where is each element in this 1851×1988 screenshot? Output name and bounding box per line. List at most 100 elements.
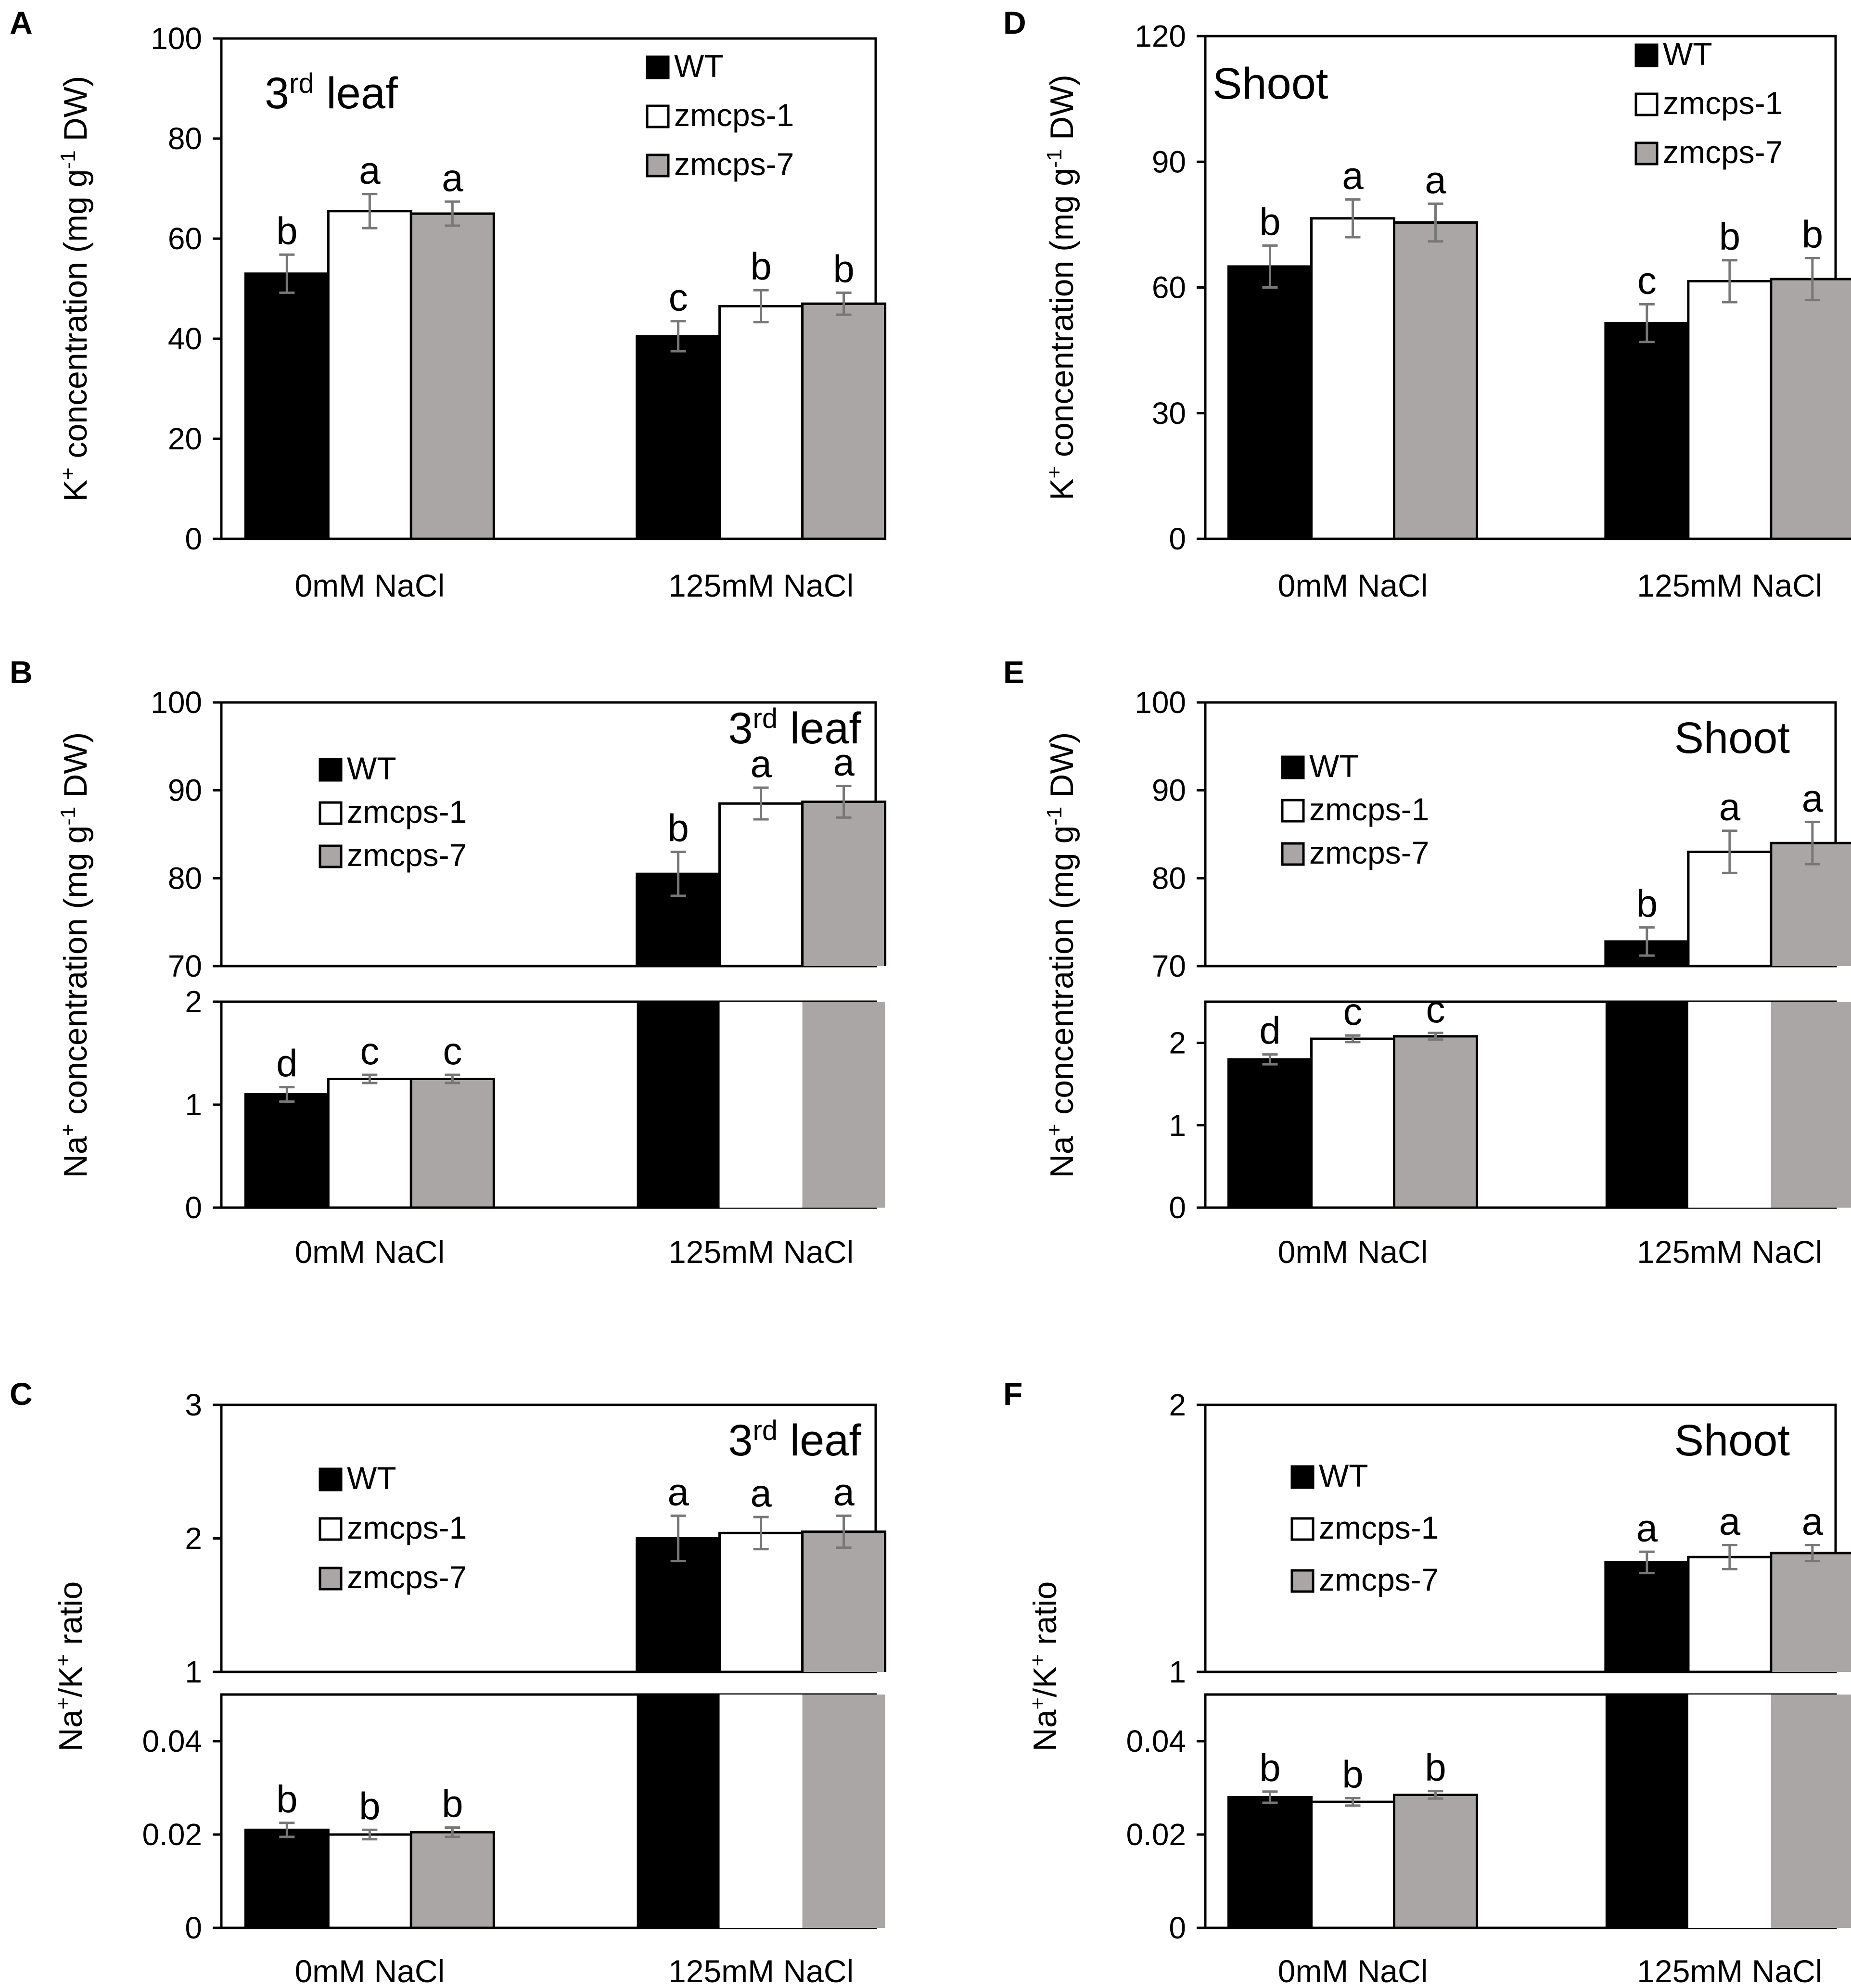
y-axis-label: K+ concentration (mg g-1 DW) <box>1043 75 1081 500</box>
y-tick-label: 60 <box>168 221 202 256</box>
y-tick-label: 20 <box>168 421 202 456</box>
panel-title: Shoot <box>1674 714 1790 763</box>
y-axis-label-part: ratio <box>52 1581 89 1654</box>
panel-title-text: Shoot <box>1213 59 1328 108</box>
panel-title-text: Shoot <box>1674 714 1790 763</box>
bar <box>636 335 721 540</box>
y-tick-label: 70 <box>168 949 202 983</box>
legend-swatch <box>1634 141 1659 166</box>
significance-letter: c <box>1426 988 1445 1031</box>
bar-lower-segment <box>1688 1695 1771 1928</box>
panel-title-text: 3 <box>728 1416 753 1465</box>
bar <box>1392 221 1478 540</box>
y-axis-label-part: concentration (mg g <box>57 826 94 1124</box>
y-axis-label-part: K <box>57 480 94 501</box>
y-tick-label: 80 <box>168 861 202 895</box>
y-tick-label: 0.02 <box>142 1817 202 1852</box>
panel-label: A <box>10 5 33 40</box>
category-label: 0mM NaCl <box>294 568 445 603</box>
y-tick-label: 2 <box>1169 1388 1186 1422</box>
panel-a: A 0 20 40 60 80 100 K+ concentration (mg g-1 DW… <box>10 5 887 603</box>
significance-letter: b <box>1802 213 1824 256</box>
legend-label: WT <box>1309 748 1359 784</box>
y-axis-label-sup: + <box>1026 1654 1049 1667</box>
y-tick-label: 90 <box>168 773 202 808</box>
significance-letter: a <box>750 742 772 785</box>
plot-frame-upper <box>1204 701 1837 968</box>
bar-upper-segment <box>802 802 885 966</box>
y-tick-label: 30 <box>1152 396 1186 431</box>
bar <box>718 305 804 540</box>
significance-letter: a <box>1342 154 1364 197</box>
y-axis-label: Na+ concentration (mg g-1 DW) <box>1043 732 1081 1178</box>
y-tick-label: 80 <box>1152 861 1186 895</box>
legend-label: zmcps-1 <box>1319 1510 1439 1545</box>
significance-letter: a <box>1425 158 1446 201</box>
legend-swatch <box>1281 755 1305 779</box>
y-tick-label: 100 <box>151 685 202 720</box>
legend-swatch <box>319 1517 343 1541</box>
y-axis-label-sup: + <box>51 1697 75 1710</box>
y-tick-label: 0.04 <box>1126 1724 1186 1759</box>
bar-upper-segment <box>1687 1555 1773 1673</box>
legend-label: zmcps-7 <box>1309 835 1429 870</box>
y-axis-label-sup: + <box>1026 1697 1049 1710</box>
legend-label: WT <box>347 1460 396 1496</box>
y-tick-label: 80 <box>168 121 202 156</box>
y-axis-label-part: ratio <box>1027 1581 1063 1654</box>
bar-lower-segment <box>1605 1695 1688 1928</box>
significance-letter: c <box>443 1030 462 1072</box>
significance-letter: c <box>1343 990 1362 1033</box>
bar <box>1392 1794 1478 1929</box>
panel-title-rest: leaf <box>778 704 861 753</box>
y-axis-label-part: Na <box>57 1136 94 1178</box>
panel-title: 3rd leaf <box>265 68 398 118</box>
significance-letter: d <box>1259 1009 1281 1052</box>
significance-letter: a <box>667 1470 689 1513</box>
bar-lower-segment <box>1771 1695 1851 1928</box>
significance-letter: a <box>833 741 855 784</box>
bar <box>409 212 495 540</box>
bar-lower-segment <box>1771 1002 1851 1208</box>
y-axis-label-sup: -1 <box>56 150 80 169</box>
category-label: 125mM NaCl <box>1637 568 1822 603</box>
y-tick-label: 0 <box>185 1190 202 1225</box>
legend-swatch <box>1290 1569 1315 1593</box>
y-axis-label-part: Na <box>52 1709 89 1751</box>
panel-b: B 0 1 270 80 90 100 Na+ concentration (mg g-1 D… <box>10 654 887 1270</box>
category-label: 0mM NaCl <box>294 1234 445 1270</box>
panel-label: F <box>1003 1376 1022 1412</box>
bar <box>244 1093 330 1209</box>
significance-letter: c <box>1637 259 1657 302</box>
significance-letter: b <box>442 1782 463 1825</box>
y-tick-label: 1 <box>185 1655 202 1689</box>
category-label: 0mM NaCl <box>1278 1953 1428 1988</box>
significance-letter: b <box>1719 215 1741 258</box>
bar <box>1687 280 1773 540</box>
y-axis-label-part: Na <box>1044 1136 1080 1178</box>
significance-letter: c <box>669 276 688 319</box>
bar <box>1227 1796 1313 1929</box>
y-axis-label-sup: -1 <box>1043 807 1066 826</box>
panel-title-sup: rd <box>753 703 778 734</box>
category-label: 125mM NaCl <box>668 568 854 603</box>
y-tick-label: 100 <box>1135 685 1186 720</box>
y-tick-label: 90 <box>1152 773 1186 808</box>
y-tick-label: 90 <box>1152 144 1186 179</box>
legend-swatch <box>646 104 670 128</box>
category-label: 125mM NaCl <box>1637 1953 1822 1988</box>
panel-title-sup: rd <box>753 1415 778 1446</box>
bar-upper-segment <box>718 802 804 968</box>
legend-swatch <box>646 55 670 79</box>
y-tick-label: 40 <box>168 321 202 356</box>
legend-swatch <box>1634 92 1659 116</box>
y-axis-label-sup: + <box>51 1654 75 1667</box>
significance-letter: b <box>1636 882 1658 925</box>
y-tick-label: 0 <box>1169 1190 1186 1225</box>
bar-upper-segment <box>718 1531 804 1673</box>
legend-label: zmcps-7 <box>347 1559 467 1595</box>
legend-swatch <box>1290 1517 1315 1541</box>
y-axis-label-part: DW) <box>57 732 94 807</box>
